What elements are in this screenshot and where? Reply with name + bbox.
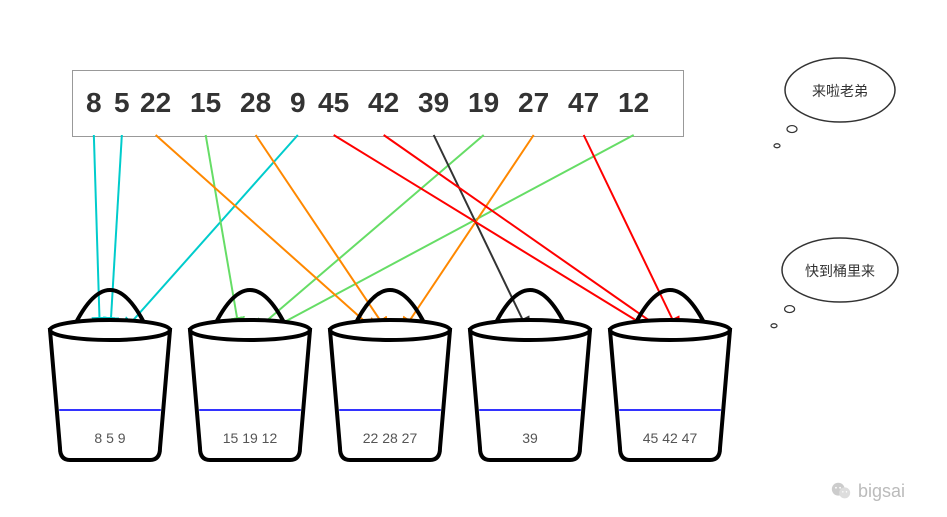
watermark-text: bigsai bbox=[858, 481, 905, 502]
array-number: 42 bbox=[368, 87, 399, 119]
distribution-arrow bbox=[110, 135, 122, 335]
bucket-content-label: 15 19 12 bbox=[200, 430, 300, 446]
speech-tail-dot bbox=[774, 144, 780, 148]
array-number: 22 bbox=[140, 87, 171, 119]
array-number: 39 bbox=[418, 87, 449, 119]
bucket-rim bbox=[330, 320, 450, 340]
distribution-arrow bbox=[94, 135, 100, 335]
speech-tail-dot bbox=[787, 126, 797, 133]
array-number: 5 bbox=[114, 87, 130, 119]
bucket-content-label: 8 5 9 bbox=[60, 430, 160, 446]
bucket-handle bbox=[350, 290, 430, 335]
bucket-handle bbox=[630, 290, 710, 335]
speech-text: 快到桶里来 bbox=[792, 261, 888, 281]
bucket-rim bbox=[190, 320, 310, 340]
array-number: 45 bbox=[318, 87, 349, 119]
bucket-content-label: 22 28 27 bbox=[340, 430, 440, 446]
distribution-arrow bbox=[334, 135, 660, 335]
distribution-arrow bbox=[250, 135, 484, 335]
bucket-rim bbox=[610, 320, 730, 340]
bucket-rim bbox=[50, 320, 170, 340]
distribution-arrow bbox=[400, 135, 534, 335]
speech-tail-dot bbox=[771, 324, 777, 328]
array-number: 15 bbox=[190, 87, 221, 119]
watermark: bigsai bbox=[830, 480, 905, 502]
distribution-arrow bbox=[206, 135, 240, 335]
array-number: 19 bbox=[468, 87, 499, 119]
distribution-arrow bbox=[384, 135, 670, 335]
array-number: 27 bbox=[518, 87, 549, 119]
distribution-arrow bbox=[260, 135, 634, 335]
array-number: 28 bbox=[240, 87, 271, 119]
bucket-handle bbox=[490, 290, 570, 335]
array-number: 47 bbox=[568, 87, 599, 119]
array-number: 9 bbox=[290, 87, 306, 119]
distribution-arrow bbox=[584, 135, 680, 335]
array-number: 8 bbox=[86, 87, 102, 119]
bucket-content-label: 39 bbox=[480, 430, 580, 446]
bucket-handle bbox=[210, 290, 290, 335]
distribution-arrow bbox=[156, 135, 380, 335]
array-number: 12 bbox=[618, 87, 649, 119]
speech-tail-dot bbox=[785, 306, 795, 313]
wechat-icon bbox=[830, 480, 852, 502]
bucket-handle bbox=[70, 290, 150, 335]
bucket-content-label: 45 42 47 bbox=[620, 430, 720, 446]
distribution-arrow bbox=[256, 135, 390, 335]
speech-text: 来啦老弟 bbox=[795, 81, 885, 101]
bucket-rim bbox=[470, 320, 590, 340]
distribution-arrow bbox=[434, 135, 530, 335]
distribution-arrow bbox=[120, 135, 298, 335]
